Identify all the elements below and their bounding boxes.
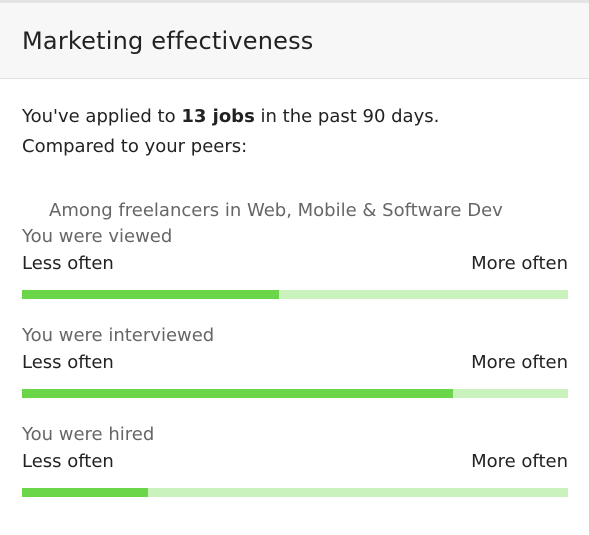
metric-scale: Less often More often [22,349,568,376]
metric-hired: You were hired Less often More often [0,422,589,497]
metric-viewed: You were viewed Less often More often [0,224,589,299]
applied-sentence: You've applied to 13 jobs in the past 90… [22,102,567,132]
comparison-bar-fill [22,290,279,299]
card-header: Marketing effectiveness [0,3,589,79]
scale-high-label: More often [471,352,568,373]
jobs-count: 13 jobs [181,106,255,127]
comparison-bar-fill [22,389,454,398]
compared-to-peers: Compared to your peers: [22,136,248,157]
metric-interviewed: You were interviewed Less often More oft… [0,323,589,398]
scale-low-label: Less often [22,253,114,274]
metric-title: You were hired [22,424,155,445]
scale-low-label: Less often [22,451,114,472]
comparison-bar-fill [22,488,148,497]
applied-prefix: You've applied to [22,106,182,127]
card-title: Marketing effectiveness [22,26,314,55]
comparison-bar [22,389,568,398]
applications-summary: You've applied to 13 jobs in the past 90… [0,79,589,162]
scale-low-label: Less often [22,352,114,373]
comparison-bar [22,488,568,497]
scale-high-label: More often [471,253,568,274]
peer-category-label: Among freelancers in Web, Mobile & Softw… [49,200,503,221]
comparison-bar [22,290,568,299]
scale-high-label: More often [471,451,568,472]
metric-scale: Less often More often [22,448,568,475]
metric-title: You were interviewed [22,325,215,346]
metric-title: You were viewed [22,226,173,247]
metric-scale: Less often More often [22,250,568,277]
applied-suffix: in the past 90 days. [254,106,440,127]
